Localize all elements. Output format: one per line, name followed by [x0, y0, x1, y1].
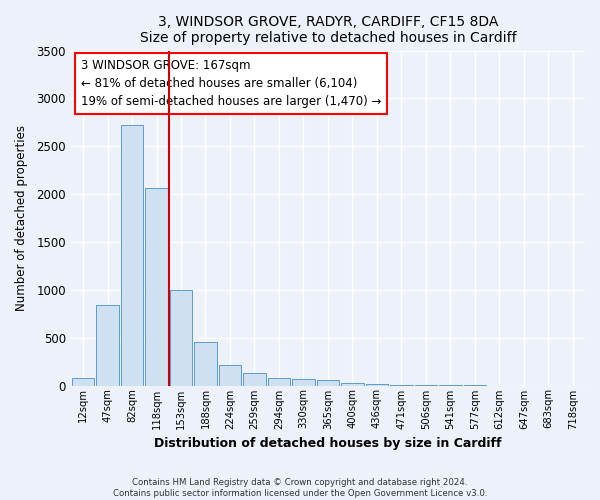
Bar	[170, 290, 192, 386]
Text: 3 WINDSOR GROVE: 167sqm
← 81% of detached houses are smaller (6,104)
19% of semi: 3 WINDSOR GROVE: 167sqm ← 81% of detache…	[81, 59, 382, 108]
Y-axis label: Number of detached properties: Number of detached properties	[15, 125, 28, 311]
Bar	[121, 125, 143, 386]
Bar	[390, 384, 413, 386]
Bar	[365, 384, 388, 386]
Bar	[292, 379, 314, 386]
Bar	[219, 366, 241, 386]
Bar	[317, 380, 339, 386]
Title: 3, WINDSOR GROVE, RADYR, CARDIFF, CF15 8DA
Size of property relative to detached: 3, WINDSOR GROVE, RADYR, CARDIFF, CF15 8…	[140, 15, 516, 45]
Bar	[96, 305, 119, 386]
Bar	[243, 372, 266, 386]
Bar	[145, 188, 168, 386]
Bar	[268, 378, 290, 386]
Text: Contains HM Land Registry data © Crown copyright and database right 2024.
Contai: Contains HM Land Registry data © Crown c…	[113, 478, 487, 498]
Bar	[194, 342, 217, 386]
Bar	[72, 378, 94, 386]
Bar	[341, 382, 364, 386]
X-axis label: Distribution of detached houses by size in Cardiff: Distribution of detached houses by size …	[154, 437, 502, 450]
